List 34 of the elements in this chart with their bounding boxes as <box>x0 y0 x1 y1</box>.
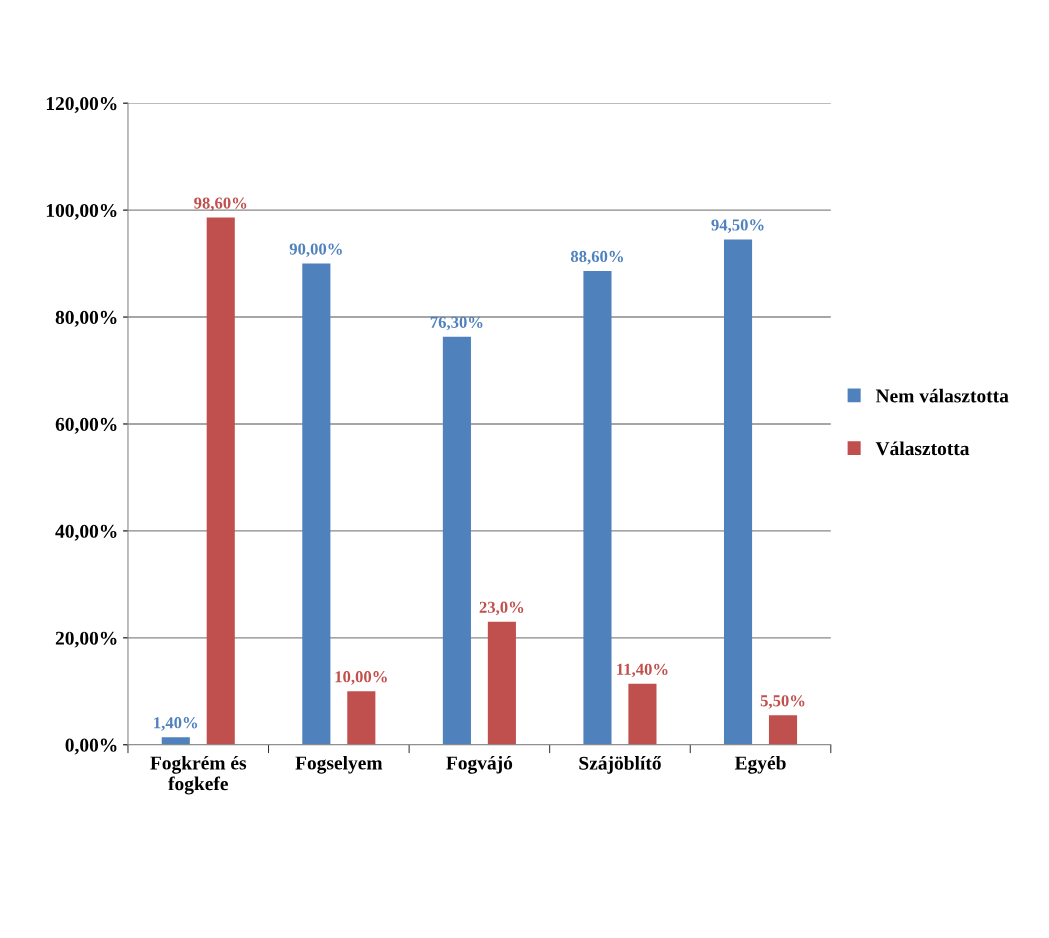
y-tick-label: 20,00% <box>55 631 117 648</box>
data-label: 98,60% <box>194 197 247 212</box>
y-tick-label: 60,00% <box>55 417 117 434</box>
data-label: 10,00% <box>335 671 387 685</box>
data-label: 11,40% <box>617 663 668 678</box>
data-label: 5,50% <box>760 695 805 709</box>
bar <box>302 263 331 745</box>
data-label: 76,30% <box>430 316 483 331</box>
bar <box>347 691 376 745</box>
bar <box>161 737 190 745</box>
bar <box>442 336 471 745</box>
y-tick-label: 0,00% <box>65 738 117 755</box>
x-tick-label: Fogvájó <box>446 755 513 774</box>
y-tick-label: 100,00% <box>46 203 117 220</box>
legend-label: Választotta <box>875 441 970 456</box>
y-tick-label: 80,00% <box>55 310 117 327</box>
legend-label: Nem választotta <box>875 388 1009 403</box>
x-tick-label: Fogselyem <box>295 755 383 774</box>
x-tick-label: Fogkrém és fogkefe <box>150 755 247 795</box>
x-tick-label: Szájöblítő <box>579 755 661 774</box>
data-label: 1,40% <box>154 717 198 731</box>
bar <box>583 271 612 745</box>
bar <box>206 217 235 745</box>
bar <box>487 621 516 745</box>
data-label: 23,0% <box>479 601 524 616</box>
data-label: 90,00% <box>289 243 342 258</box>
x-tick-label: Egyéb <box>734 755 786 774</box>
y-tick-label: 120,00% <box>46 97 117 113</box>
data-label: 88,60% <box>570 250 623 265</box>
y-tick-label: 40,00% <box>55 524 117 541</box>
data-label: 94,50% <box>711 219 764 233</box>
bar <box>768 715 798 745</box>
bar <box>628 683 657 745</box>
bar <box>723 239 753 745</box>
